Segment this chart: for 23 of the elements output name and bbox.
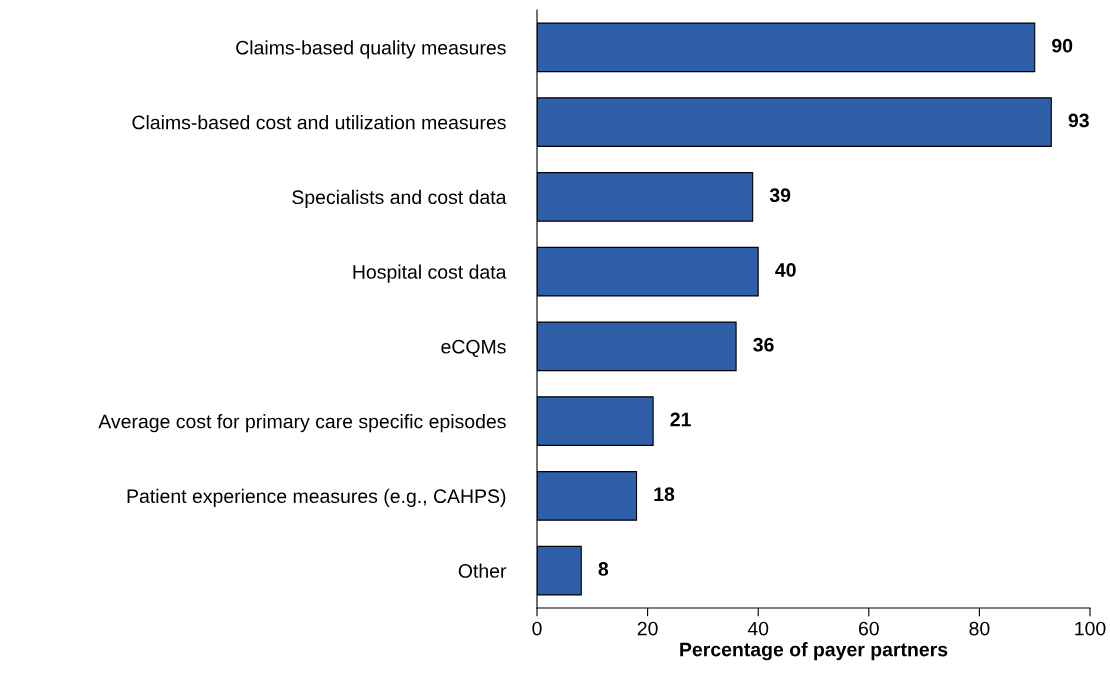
x-tick-label: 0 <box>532 621 542 636</box>
data-label: 90 <box>1052 38 1073 53</box>
x-tick-label: 40 <box>747 621 769 636</box>
y-tick-label: Other <box>458 563 507 578</box>
y-tick-label: Hospital cost data <box>353 264 507 283</box>
data-label: 93 <box>1068 113 1089 128</box>
data-label: 40 <box>775 263 796 277</box>
x-tick-label: 20 <box>637 621 658 636</box>
x-tick-label: 100 <box>1075 621 1106 636</box>
x-tick-label: 60 <box>858 621 879 636</box>
y-tick-label: Patient experience measures (e.g., CAHPS) <box>127 488 506 507</box>
y-tick-label: Claims-based cost and utilization measures <box>132 115 506 130</box>
y-tick-label: Specialists and cost data <box>292 189 507 208</box>
y-tick-label: Claims-based quality measures <box>236 40 506 59</box>
data-label: 21 <box>670 412 691 427</box>
data-label: 8 <box>598 562 609 576</box>
y-tick-label: Average cost for primary care specific episodes <box>98 414 506 433</box>
x-tick-label: 80 <box>969 621 990 636</box>
data-label: 18 <box>654 487 675 502</box>
x-axis-title: Percentage of payer partners <box>680 642 948 661</box>
y-tick-label: eCQMs <box>441 339 506 358</box>
data-label: 36 <box>753 337 774 352</box>
data-label: 39 <box>769 188 791 203</box>
